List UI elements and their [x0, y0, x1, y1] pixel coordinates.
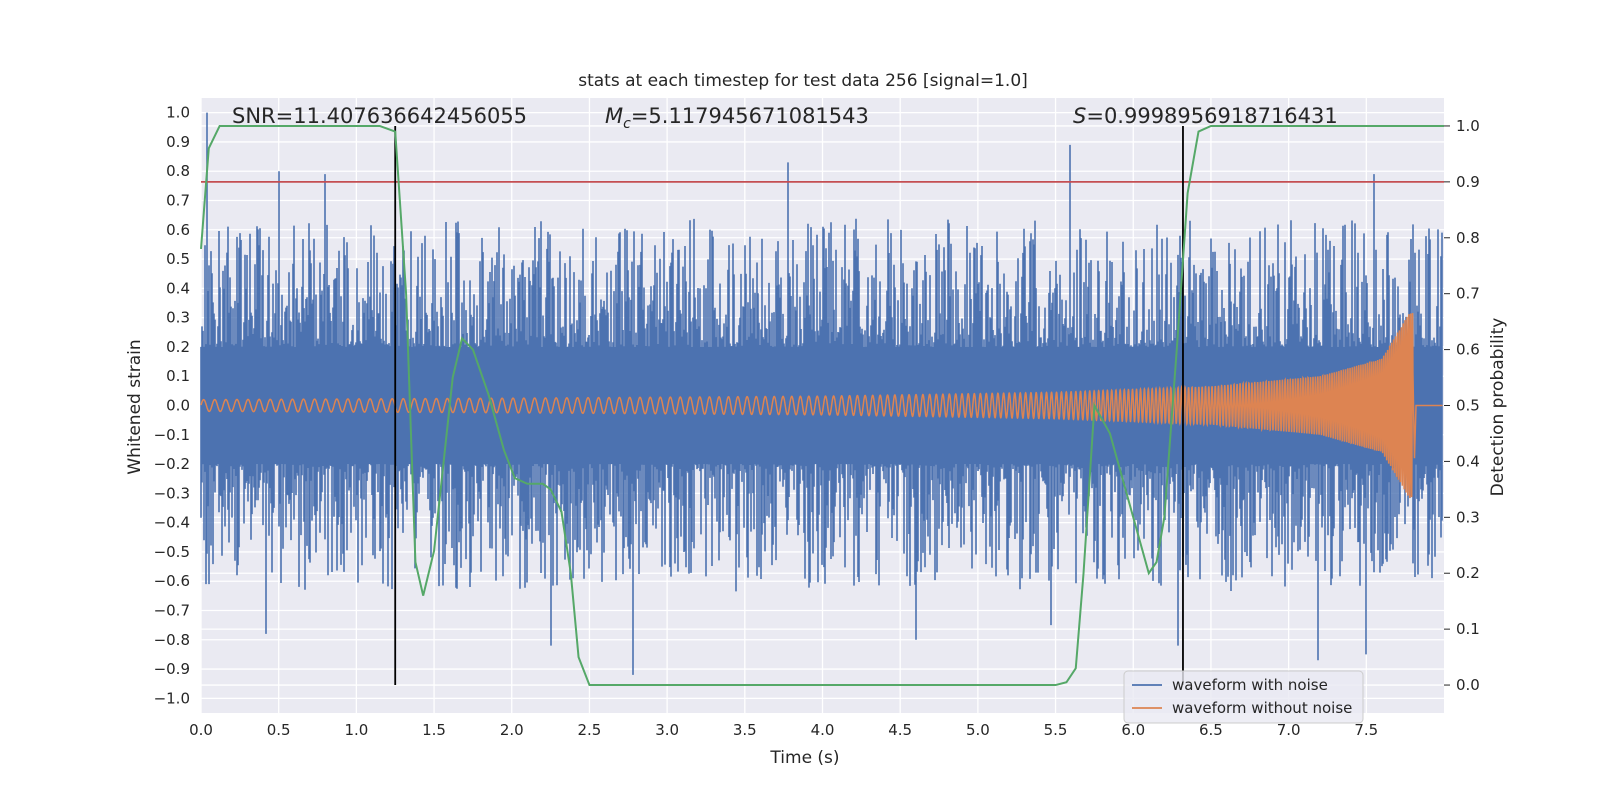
y-tick-label-left: −0.2 [154, 455, 190, 473]
s-value: =0.9998956918716431 [1086, 104, 1337, 128]
y-tick-label-left: 0.5 [166, 250, 190, 268]
x-tick-label: 5.0 [966, 721, 990, 739]
x-tick-label: 2.5 [578, 721, 602, 739]
y-tick-label-left: 0.2 [166, 338, 190, 356]
y-tick-label-left: −0.1 [154, 426, 190, 444]
tick-layer: 0.0 0.5 1.0 1.5 2.0 2.5 3.0 3.5 4.0 4.5 5.0 5.5 6.0 6… [154, 104, 1480, 739]
y-tick-label-left: −0.9 [154, 660, 190, 678]
x-tick-label: 6.0 [1121, 721, 1145, 739]
y-axis-label-left: Whitened strain [125, 339, 145, 474]
x-tick-label: 3.5 [733, 721, 757, 739]
y-tick-label-left: 0.7 [166, 192, 190, 210]
significance-annotation: S=0.9998956918716431 [1073, 104, 1338, 128]
y-tick-label-right: 0.9 [1456, 173, 1480, 191]
y-tick-label-left: 0.4 [166, 279, 190, 297]
y-tick-label-left: 0.9 [166, 133, 190, 151]
x-axis-label: Time (s) [769, 748, 839, 768]
x-tick-label: 1.0 [344, 721, 368, 739]
legend-label-clean: waveform without noise [1172, 699, 1352, 717]
y-tick-label-right: 0.1 [1456, 620, 1480, 638]
legend-label-noise: waveform with noise [1172, 676, 1328, 694]
clean-waveform-layer [200, 312, 1443, 499]
x-tick-label: 7.0 [1277, 721, 1301, 739]
x-tick-label: 5.5 [1044, 721, 1068, 739]
y-tick-label-right: 0.4 [1456, 452, 1480, 470]
y-tick-label-right: 1.0 [1456, 117, 1480, 135]
chart-title: stats at each timestep for test data 256… [578, 71, 1028, 91]
x-tick-label: 4.0 [811, 721, 835, 739]
y-tick-label-left: −0.8 [154, 631, 190, 649]
x-tick-label: 1.5 [422, 721, 446, 739]
y-tick-label-left: −0.7 [154, 602, 190, 620]
y-tick-label-left: 0.1 [166, 367, 190, 385]
y-tick-label-left: 0.8 [166, 162, 190, 180]
s-symbol: S [1073, 104, 1086, 128]
y-tick-label-left: −0.3 [154, 484, 190, 502]
mc-subscript: c [623, 116, 631, 132]
x-tick-label: 0.0 [189, 721, 213, 739]
y-tick-label-left: −0.4 [154, 514, 190, 532]
y-tick-label-right: 0.2 [1456, 564, 1480, 582]
legend-frame [1123, 670, 1364, 724]
y-tick-label-right: 0.5 [1456, 397, 1480, 415]
clean-waveform-line [200, 312, 1443, 499]
y-tick-label-left: −0.5 [154, 543, 190, 561]
y-tick-label-left: 1.0 [166, 104, 190, 122]
x-tick-label: 7.5 [1354, 721, 1378, 739]
y-tick-label-left: −1.0 [154, 689, 190, 707]
mc-value: =5.117945671081543 [631, 104, 869, 128]
x-tick-label: 3.0 [655, 721, 679, 739]
overlay-layer [200, 124, 1444, 687]
y-axis-label-right: Detection probability [1488, 318, 1508, 497]
y-tick-label-left: 0.3 [166, 309, 190, 327]
detection-probability-line [200, 124, 1444, 687]
x-tick-label: 2.0 [500, 721, 524, 739]
y-tick-label-right: 0.8 [1456, 229, 1480, 247]
mc-symbol: M [605, 104, 623, 128]
legend: waveform with noise waveform without noi… [1123, 670, 1364, 724]
x-tick-label: 6.5 [1199, 721, 1223, 739]
x-tick-label: 0.5 [267, 721, 291, 739]
y-tick-label-right: 0.0 [1456, 676, 1480, 694]
x-tick-label: 4.5 [888, 721, 912, 739]
chirp-mass-annotation: Mc=5.117945671081543 [605, 104, 869, 132]
y-tick-label-right: 0.6 [1456, 341, 1480, 359]
y-tick-label-left: 0.0 [166, 397, 190, 415]
y-tick-label-left: −0.6 [154, 572, 190, 590]
snr-annotation: SNR=11.407636642456055 [232, 104, 527, 128]
y-tick-label-left: 0.6 [166, 221, 190, 239]
y-tick-label-right: 0.3 [1456, 508, 1480, 526]
y-tick-label-right: 0.7 [1456, 285, 1480, 303]
